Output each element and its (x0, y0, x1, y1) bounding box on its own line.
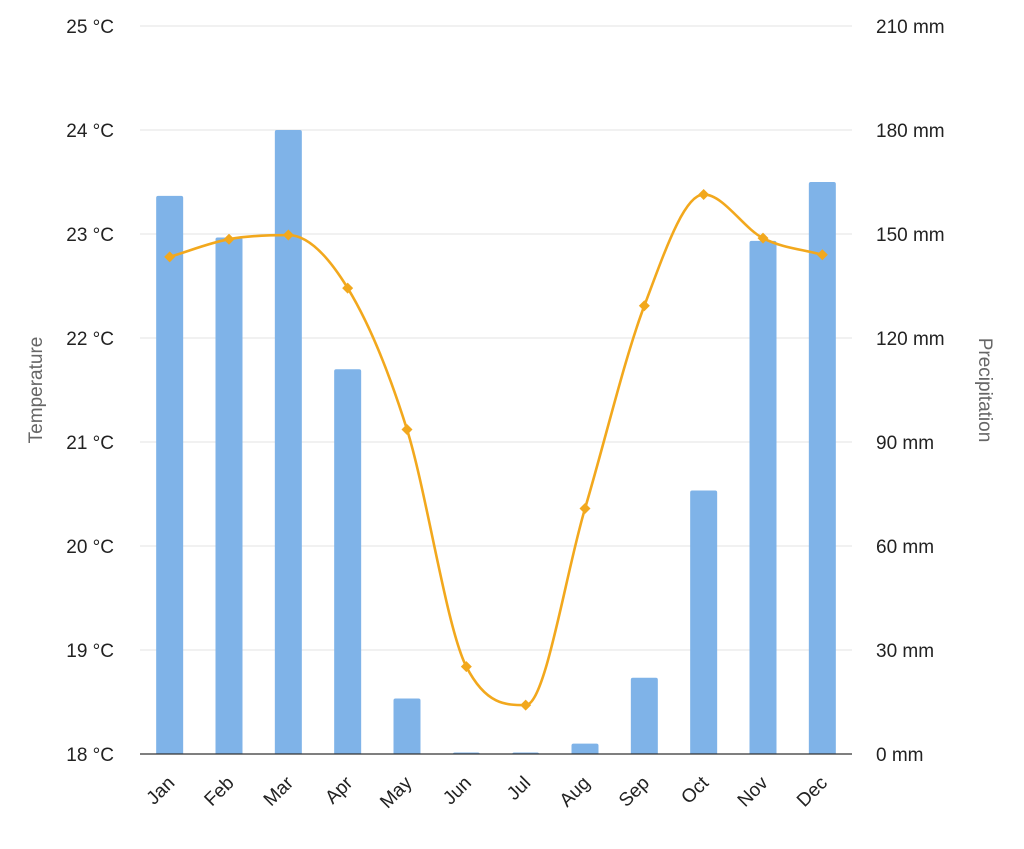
x-tick-label: Jan (143, 773, 180, 810)
precipitation-bar-aug (571, 743, 599, 754)
x-tick-label: Apr (321, 772, 357, 808)
x-tick-label: Dec (793, 773, 832, 812)
precipitation-bar-apr (334, 369, 362, 754)
y-left-tick-label: 22 °C (66, 329, 114, 350)
y-right-axis-title: Precipitation (974, 338, 995, 443)
temperature-marker-jun (460, 661, 472, 673)
x-tick-label: Aug (556, 773, 595, 812)
precipitation-bar-may (393, 698, 421, 754)
y-right-tick-label: 210 mm (876, 17, 945, 38)
precipitation-bar-mar (274, 130, 302, 754)
temperature-marker-sep (638, 300, 650, 312)
precipitation-bar-sep (630, 677, 658, 754)
y-right-tick-label: 150 mm (876, 225, 945, 246)
y-left-tick-label: 25 °C (66, 17, 114, 38)
precipitation-bar-oct (690, 490, 718, 754)
x-tick-label: Oct (677, 772, 713, 808)
y-left-axis-title: Temperature (26, 337, 47, 444)
temperature-line-path (169, 193, 823, 707)
temperature-marker-nov (757, 232, 769, 244)
y-left-tick-label: 24 °C (66, 121, 114, 142)
temperature-marker-apr (342, 282, 354, 294)
precipitation-bar-dec (808, 182, 836, 754)
x-tick-label: Jul (503, 773, 535, 805)
precipitation-bars (156, 130, 836, 755)
y-left-tick-label: 21 °C (66, 433, 114, 454)
precipitation-bar-nov (749, 240, 777, 754)
y-right-tick-label: 120 mm (876, 329, 945, 350)
temperature-marker-feb (223, 233, 235, 245)
precipitation-bar-feb (215, 237, 243, 754)
x-tick-label: Mar (260, 772, 298, 810)
y-right-tick-label: 30 mm (876, 641, 934, 662)
grid-layer (140, 25, 852, 651)
x-tick-label: Sep (615, 773, 654, 812)
temperature-marker-may (401, 424, 413, 436)
y-left-tick-label: 23 °C (66, 225, 114, 246)
temperature-marker-aug (579, 503, 591, 515)
y-right-tick-label: 180 mm (876, 121, 945, 142)
y-right-tick-label: 60 mm (876, 537, 934, 558)
temperature-line (164, 188, 828, 711)
y-left-tick-label: 20 °C (66, 537, 114, 558)
y-right-tick-label: 90 mm (876, 433, 934, 454)
precipitation-bar-jan (156, 195, 184, 754)
temperature-marker-jul (520, 699, 532, 711)
temperature-marker-mar (282, 229, 294, 241)
x-tick-label: Jun (439, 773, 476, 810)
temperature-marker-oct (698, 188, 710, 200)
y-left-tick-label: 19 °C (66, 641, 114, 662)
x-tick-label: May (376, 772, 417, 813)
y-left-tick-label: 18 °C (66, 745, 114, 766)
temperature-marker-jan (164, 251, 176, 263)
x-tick-label: Nov (734, 772, 773, 811)
temperature-marker-dec (816, 249, 828, 261)
x-tick-label: Feb (201, 773, 239, 811)
y-right-tick-label: 0 mm (876, 745, 924, 766)
